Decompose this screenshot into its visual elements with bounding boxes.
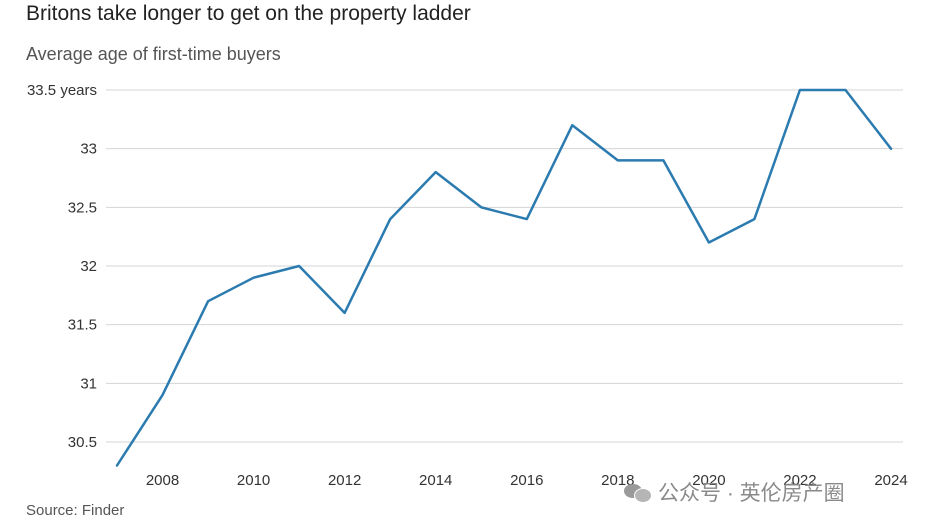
chart-title: Britons take longer to get on the proper… — [26, 2, 471, 25]
y-tick-label: 30.5 — [68, 434, 97, 451]
series-line-layer — [115, 88, 893, 467]
y-tick-label: 32.5 — [68, 199, 97, 216]
series-line-0 — [115, 88, 893, 467]
watermark-text: 公众号 · 英伦房产圈 — [658, 482, 845, 505]
gridlines — [106, 89, 903, 443]
x-tick-label: 2010 — [237, 472, 270, 489]
y-tick-label: 32 — [80, 258, 97, 275]
y-tick-label: 31.5 — [68, 317, 97, 334]
x-axis-ticks: 2008 2010 2012 2014 2016 2018 2020 2022 2024 — [146, 472, 908, 489]
y-axis-ticks: 33.5 years 33 32.5 32 31.5 31 30.5 — [27, 82, 97, 451]
x-tick-label: 2014 — [419, 472, 452, 489]
y-tick-label: 33 — [80, 141, 97, 158]
x-tick-label: 2022 — [783, 472, 816, 489]
x-tick-label: 2008 — [146, 472, 179, 489]
x-tick-label: 2020 — [692, 472, 725, 489]
chart-subtitle: Average age of first-time buyers — [26, 44, 281, 64]
x-tick-label: 2012 — [328, 472, 361, 489]
y-tick-label: 33.5 years — [27, 82, 97, 99]
x-tick-label: 2016 — [510, 472, 543, 489]
y-tick-label: 31 — [80, 375, 97, 392]
x-tick-label: 2024 — [874, 472, 907, 489]
watermark: 公众号 · 英伦房产圈 — [624, 477, 845, 507]
wechat-icon — [624, 481, 652, 503]
chart-source: Source: Finder — [26, 502, 125, 519]
